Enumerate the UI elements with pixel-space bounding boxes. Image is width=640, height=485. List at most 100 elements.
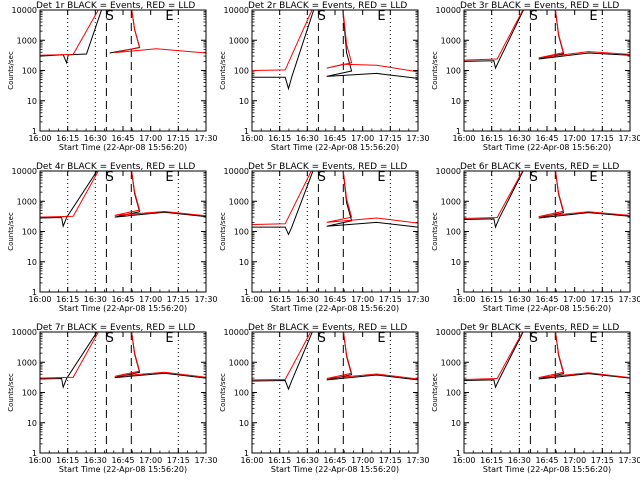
marker-end: E — [165, 331, 173, 346]
y-tick-label: 1 — [244, 449, 249, 458]
x-tick-label: 17:30 — [618, 295, 640, 304]
x-tick-label: 16:30 — [84, 134, 107, 143]
marker-start: S — [318, 170, 326, 185]
x-tick-label: 17:15 — [591, 295, 614, 304]
y-tick-label: 10 — [451, 258, 461, 267]
x-tick-label: 17:00 — [563, 456, 586, 465]
x-tick-label: 16:30 — [84, 456, 107, 465]
y-axis-label: Counts/sec — [219, 373, 227, 412]
marker-start: S — [530, 170, 538, 185]
series-lld-line — [252, 10, 418, 73]
panel-title: Det 8r BLACK = Events, RED = LLD — [248, 323, 407, 333]
x-tick-label: 16:00 — [240, 295, 263, 304]
panel-2: Det 2r BLACK = Events, RED = LLD 1 10 100 10… — [219, 1, 430, 152]
y-tick-label: 10000 — [224, 328, 249, 337]
series-events-line — [464, 171, 630, 229]
x-axis-label: Start Time (22-Apr-08 15:56:20) — [483, 143, 611, 152]
x-tick-label: 16:30 — [508, 134, 531, 143]
plot-frame — [251, 9, 419, 132]
x-tick-label: 17:30 — [406, 456, 429, 465]
series-lld-line — [252, 171, 418, 225]
y-tick-label: 1000 — [17, 197, 37, 206]
y-axis-label: Counts/sec — [219, 51, 227, 90]
x-tick-label: 17:15 — [379, 456, 402, 465]
y-tick-label: 10000 — [12, 167, 37, 176]
panel-5: Det 5r BLACK = Events, RED = LLD 1 10 100 10… — [219, 162, 430, 313]
panel-title: Det 4r BLACK = Events, RED = LLD — [36, 162, 195, 172]
y-tick-label: 1000 — [441, 358, 461, 367]
x-tick-label: 17:30 — [194, 456, 217, 465]
plot-frame — [251, 331, 419, 454]
x-tick-label: 17:30 — [406, 295, 429, 304]
x-tick-label: 16:45 — [323, 456, 346, 465]
y-tick-label: 1 — [244, 127, 249, 136]
marker-end: E — [165, 9, 173, 24]
y-tick-label: 10 — [27, 419, 37, 428]
series-events-line — [40, 171, 206, 229]
series-events-line — [464, 332, 630, 389]
x-tick-label: 16:45 — [535, 134, 558, 143]
x-axis-label: Start Time (22-Apr-08 15:56:20) — [59, 465, 187, 474]
series-lld-line — [464, 171, 630, 219]
panel-title: Det 7r BLACK = Events, RED = LLD — [36, 323, 195, 333]
x-tick-label: 16:00 — [28, 134, 51, 143]
marker-end: E — [589, 9, 597, 24]
panel-data — [40, 332, 206, 390]
panel-6: Det 6r BLACK = Events, RED = LLD 1 10 100 10… — [431, 162, 640, 313]
x-tick-label: 16:15 — [480, 295, 503, 304]
panel-data — [252, 332, 418, 391]
x-tick-label: 16:15 — [268, 456, 291, 465]
x-tick-label: 17:00 — [139, 295, 162, 304]
y-tick-label: 10000 — [436, 167, 461, 176]
x-tick-label: 16:00 — [240, 134, 263, 143]
x-axis-label: Start Time (22-Apr-08 15:56:20) — [271, 304, 399, 313]
x-tick-label: 17:30 — [618, 456, 640, 465]
x-tick-label: 16:45 — [323, 295, 346, 304]
y-tick-label: 100 — [446, 67, 461, 76]
x-tick-label: 16:30 — [296, 295, 319, 304]
x-tick-label: 17:30 — [194, 295, 217, 304]
y-tick-label: 1 — [32, 449, 37, 458]
y-tick-label: 10000 — [224, 167, 249, 176]
series-lld-line — [464, 10, 630, 61]
x-tick-label: 16:15 — [56, 295, 79, 304]
x-tick-label: 16:15 — [480, 134, 503, 143]
x-tick-label: 16:00 — [28, 295, 51, 304]
x-tick-label: 17:15 — [379, 295, 402, 304]
x-tick-label: 16:15 — [56, 456, 79, 465]
marker-start: S — [530, 331, 538, 346]
panel-3: Det 3r BLACK = Events, RED = LLD 1 10 100 10… — [431, 1, 640, 152]
x-tick-label: 17:00 — [563, 134, 586, 143]
marker-start: S — [530, 9, 538, 24]
panel-7: Det 7r BLACK = Events, RED = LLD 1 10 100 10… — [7, 323, 218, 474]
panel-8: Det 8r BLACK = Events, RED = LLD 1 10 100 10… — [219, 323, 430, 474]
plot-frame — [39, 170, 207, 293]
x-tick-label: 17:00 — [139, 134, 162, 143]
x-tick-label: 17:15 — [591, 134, 614, 143]
x-tick-label: 17:30 — [406, 134, 429, 143]
x-axis-label: Start Time (22-Apr-08 15:56:20) — [483, 465, 611, 474]
marker-end: E — [377, 331, 385, 346]
x-tick-label: 17:30 — [194, 134, 217, 143]
panel-title: Det 2r BLACK = Events, RED = LLD — [248, 1, 407, 11]
x-tick-label: 16:00 — [452, 456, 475, 465]
y-axis-label: Counts/sec — [7, 373, 15, 412]
y-tick-label: 1000 — [441, 36, 461, 45]
y-tick-label: 1 — [456, 127, 461, 136]
x-axis-label: Start Time (22-Apr-08 15:56:20) — [59, 304, 187, 313]
panel-title: Det 5r BLACK = Events, RED = LLD — [248, 162, 407, 172]
y-tick-label: 10000 — [436, 328, 461, 337]
x-tick-label: 17:15 — [379, 134, 402, 143]
y-tick-label: 10 — [27, 97, 37, 106]
y-tick-label: 1000 — [17, 36, 37, 45]
y-axis-label: Counts/sec — [431, 373, 439, 412]
marker-start: S — [106, 331, 114, 346]
x-tick-label: 16:00 — [452, 295, 475, 304]
panel-data — [464, 10, 630, 70]
series-events-line — [464, 10, 630, 70]
plot-frame — [463, 331, 631, 454]
panel-1: Det 1r BLACK = Events, RED = LLD 1 10 100 10… — [7, 1, 218, 152]
series-lld-line — [40, 332, 206, 379]
